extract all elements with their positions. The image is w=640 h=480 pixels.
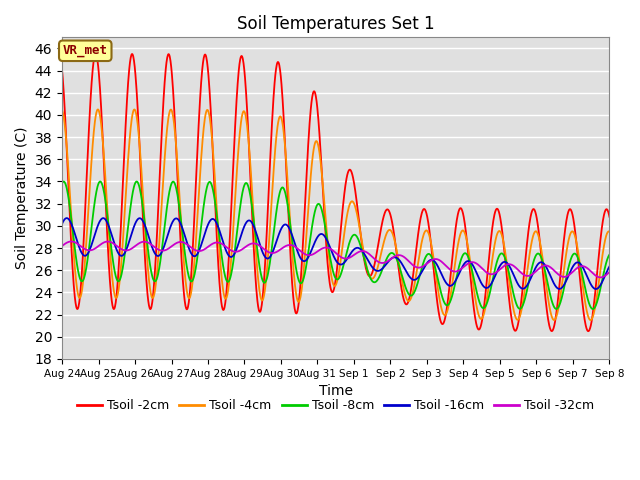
Line: Tsoil -2cm: Tsoil -2cm [62, 54, 609, 331]
Tsoil -16cm [291, 240, 298, 246]
Tsoil -32cm [302, 252, 310, 257]
Tsoil -4cm [101, 165, 109, 171]
Tsoil -32cm [67, 239, 75, 244]
Tsoil -2cm [123, 96, 131, 102]
Tsoil -8cm [58, 180, 66, 186]
Tsoil -8cm [101, 193, 109, 199]
Tsoil -16cm [312, 237, 319, 243]
Tsoil -16cm [58, 221, 66, 227]
Tsoil -4cm [123, 172, 131, 178]
Tsoil -8cm [123, 233, 131, 239]
Tsoil -2cm [302, 182, 310, 188]
Line: Tsoil -32cm: Tsoil -32cm [62, 241, 609, 277]
X-axis label: Time: Time [319, 384, 353, 398]
Tsoil -4cm [94, 107, 102, 112]
Tsoil -32cm [605, 269, 613, 275]
Tsoil -4cm [370, 275, 378, 280]
Tsoil -4cm [302, 238, 310, 244]
Tsoil -32cm [312, 250, 319, 255]
Tsoil -2cm [584, 328, 592, 334]
Tsoil -32cm [123, 248, 131, 253]
Tsoil -2cm [101, 179, 109, 185]
Tsoil -2cm [92, 51, 99, 57]
Y-axis label: Soil Temperature (C): Soil Temperature (C) [15, 127, 29, 269]
Tsoil -2cm [291, 306, 298, 312]
Line: Tsoil -16cm: Tsoil -16cm [62, 218, 609, 289]
Tsoil -2cm [605, 214, 613, 220]
Tsoil -16cm [123, 245, 131, 251]
Tsoil -32cm [101, 239, 109, 245]
Tsoil -8cm [302, 264, 310, 270]
Tsoil -16cm [63, 215, 70, 221]
Tsoil -8cm [370, 279, 378, 285]
Tsoil -2cm [312, 93, 319, 99]
Title: Soil Temperatures Set 1: Soil Temperatures Set 1 [237, 15, 435, 33]
Tsoil -8cm [96, 179, 104, 184]
Tsoil -16cm [302, 257, 310, 263]
Tsoil -16cm [101, 216, 109, 222]
Tsoil -4cm [605, 229, 613, 235]
Line: Tsoil -4cm: Tsoil -4cm [62, 109, 609, 320]
Tsoil -32cm [58, 243, 66, 249]
Tsoil -2cm [370, 264, 378, 270]
Tsoil -8cm [589, 306, 597, 312]
Line: Tsoil -8cm: Tsoil -8cm [62, 181, 609, 309]
Tsoil -2cm [58, 67, 66, 72]
Tsoil -8cm [605, 252, 613, 258]
Tsoil -4cm [291, 279, 298, 285]
Tsoil -4cm [587, 317, 595, 323]
Tsoil -8cm [291, 256, 298, 262]
Tsoil -32cm [597, 275, 605, 280]
Tsoil -16cm [605, 264, 613, 269]
Tsoil -32cm [291, 244, 298, 250]
Tsoil -16cm [592, 286, 600, 292]
Legend: Tsoil -2cm, Tsoil -4cm, Tsoil -8cm, Tsoil -16cm, Tsoil -32cm: Tsoil -2cm, Tsoil -4cm, Tsoil -8cm, Tsoi… [72, 394, 599, 417]
Tsoil -4cm [312, 138, 319, 144]
Text: VR_met: VR_met [63, 44, 108, 57]
Tsoil -8cm [312, 205, 319, 211]
Tsoil -16cm [370, 266, 378, 272]
Tsoil -4cm [58, 107, 66, 113]
Tsoil -32cm [370, 255, 378, 261]
